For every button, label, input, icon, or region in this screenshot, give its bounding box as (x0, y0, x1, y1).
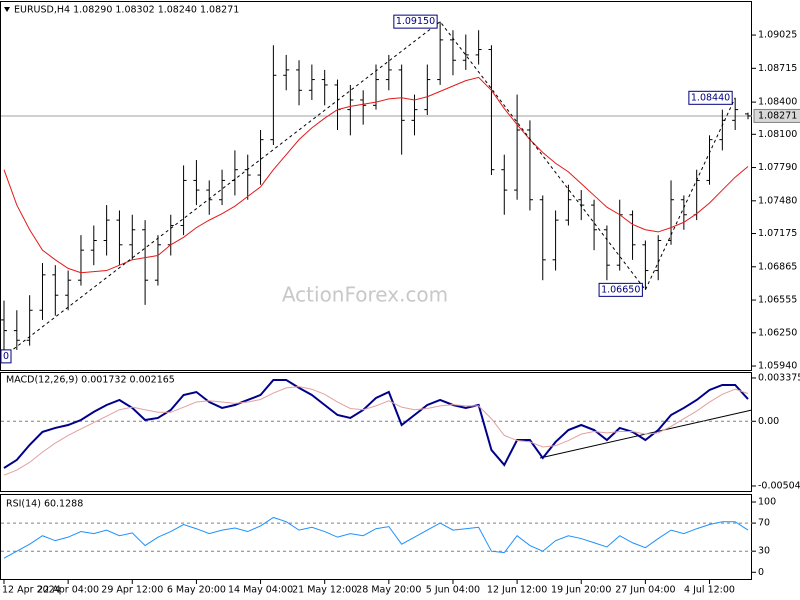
annotation-label: 1.08440 (691, 92, 730, 103)
y-tick-label: 1.08100 (758, 129, 797, 140)
annotation-box (688, 90, 733, 105)
x-tick-label: 28 May 20:00 (356, 585, 421, 596)
x-tick-label: 19 Jun 20:00 (551, 585, 611, 596)
annotation-box (598, 282, 643, 297)
last-price-box (753, 108, 800, 123)
indicator-line (3, 378, 749, 469)
annotation-box (393, 14, 438, 29)
y-tick-label: 30 (758, 546, 770, 557)
x-tick-label: 12 Jun 12:00 (487, 585, 547, 596)
x-tick-label: 27 Jun 04:00 (615, 585, 675, 596)
y-tick-label: 1.07790 (758, 162, 797, 173)
macd-title: MACD(12,26,9) 0.001732 0.002165 (6, 375, 175, 386)
annotation-label: 0 (3, 351, 9, 362)
y-tick-label: 1.06865 (758, 261, 797, 272)
annotation-label: 1.06650 (601, 284, 640, 295)
watermark: ActionForex.com (282, 283, 448, 307)
y-tick-label: 0 (758, 567, 764, 578)
x-tick-label: 4 Jul 12:00 (684, 585, 735, 596)
y-tick-label: 0.003375 (758, 372, 800, 383)
y-tick-label: 1.09025 (758, 30, 797, 41)
y-tick-label: 1.06555 (758, 295, 797, 306)
x-tick-label: 5 Jun 04:00 (426, 585, 480, 596)
last-price-label: 1.08271 (758, 110, 797, 121)
y-tick-label: 100 (758, 497, 776, 508)
annotation-label: 1.09150 (396, 16, 435, 27)
price-panel-frame (0, 1, 752, 371)
y-tick-label: -0.00504 (758, 480, 800, 491)
indicator-line (3, 386, 749, 476)
x-tick-label: 14 May 04:00 (228, 585, 293, 596)
y-tick-label: 1.08715 (758, 63, 797, 74)
x-tick-label: 21 May 12:00 (292, 585, 357, 596)
y-tick-label: 70 (758, 518, 770, 529)
price-title: EURUSD,H4 1.08290 1.08302 1.08240 1.0827… (14, 5, 239, 16)
y-tick-label: 1.07480 (758, 195, 797, 206)
y-tick-label: 1.08400 (758, 97, 797, 108)
annotation-box (0, 349, 12, 364)
macd-panel-frame (0, 372, 752, 492)
symbol-menu-icon (4, 7, 10, 12)
rsi-title: RSI(14) 60.1288 (6, 499, 83, 510)
rsi-panel-frame (0, 494, 752, 580)
x-tick-label: 29 Apr 12:00 (101, 585, 163, 596)
x-tick-label: 22 Apr 04:00 (37, 585, 99, 596)
y-tick-label: 1.05940 (758, 361, 797, 372)
indicator-line (3, 516, 749, 559)
x-tick-label: 12 Apr 2024 (2, 585, 61, 596)
y-tick-label: 1.06250 (758, 327, 797, 338)
x-tick-label: 6 May 20:00 (167, 585, 226, 596)
y-tick-label: 0.00 (758, 416, 779, 427)
y-tick-label: 1.07175 (758, 228, 797, 239)
